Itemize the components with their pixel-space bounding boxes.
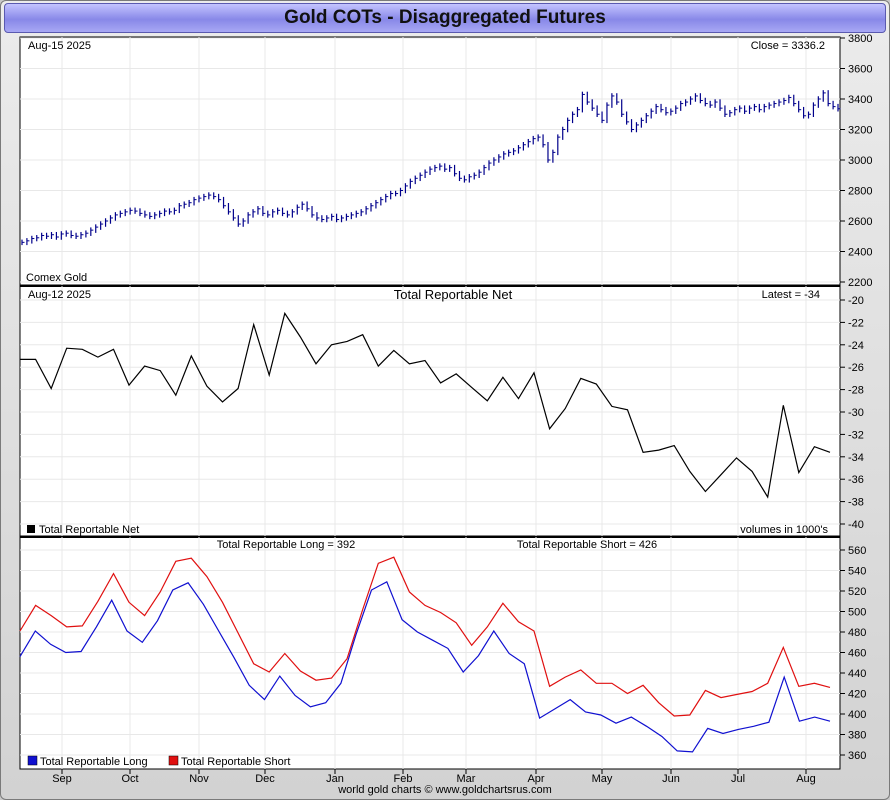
y-tick-label: -20	[848, 295, 864, 307]
y-tick-label: -26	[848, 362, 864, 374]
y-tick-label: 3200	[848, 125, 872, 137]
title-bar: Gold COTs - Disaggregated Futures	[4, 3, 886, 33]
short-legend-label: Total Reportable Short	[181, 756, 290, 768]
net-date-label: Aug-12 2025	[28, 289, 91, 301]
x-tick-label: Oct	[121, 773, 138, 785]
x-tick-label: Aug	[796, 773, 816, 785]
long-legend-swatch	[27, 755, 38, 766]
x-tick-label: Jun	[662, 773, 680, 785]
x-tick-label: Dec	[255, 773, 275, 785]
y-tick-label: 3800	[848, 33, 872, 45]
y-tick-label: 2400	[848, 247, 872, 259]
footer-credit: world gold charts © www.goldchartsrus.co…	[338, 784, 552, 796]
x-tick-label: Mar	[457, 773, 476, 785]
y-tick-label: -36	[848, 474, 864, 486]
x-tick-label: May	[592, 773, 613, 785]
y-tick-label: 420	[848, 689, 866, 701]
y-tick-label: 400	[848, 709, 866, 721]
y-tick-label: 500	[848, 607, 866, 619]
y-tick-label: -38	[848, 497, 864, 509]
y-tick-label: 380	[848, 730, 866, 742]
x-tick-label: Sep	[52, 773, 72, 785]
long-short-axis: 360 380 400 420 440 460 480 500 520 540 560	[840, 545, 866, 762]
y-tick-label: 540	[848, 566, 866, 578]
short-series-line	[19, 556, 831, 717]
x-tick-label: Nov	[189, 773, 209, 785]
y-tick-label: -32	[848, 429, 864, 441]
y-tick-label: -34	[848, 452, 864, 464]
y-tick-label: -40	[848, 519, 864, 531]
long-series-line	[19, 580, 831, 753]
short-legend-swatch	[168, 755, 179, 766]
net-gridlines	[20, 286, 840, 536]
y-tick-label: 460	[848, 648, 866, 660]
net-series-line	[20, 311, 831, 499]
short-title: Total Reportable Short = 426	[517, 539, 657, 551]
y-tick-label: 2200	[848, 277, 872, 289]
price-axis: 2200 2400 2600 2800 3000 3200 3400 3600 3800	[840, 33, 872, 289]
long-title: Total Reportable Long = 392	[217, 539, 356, 551]
price-series-label: Comex Gold	[26, 272, 87, 284]
y-tick-label: 2800	[848, 186, 872, 198]
page-title: Gold COTs - Disaggregated Futures	[284, 7, 606, 28]
x-axis: Sep Oct Nov Dec Jan Feb Mar Apr May Jun Jul Aug	[52, 769, 816, 785]
y-tick-label: 520	[848, 586, 866, 598]
y-tick-label: -28	[848, 385, 864, 397]
y-tick-label: 3400	[848, 94, 872, 106]
x-tick-label: Jan	[326, 773, 344, 785]
price-panel	[19, 36, 841, 286]
net-panel	[19, 285, 841, 537]
y-tick-label: -24	[848, 340, 864, 352]
net-axis: -40 -38 -36 -34 -32 -30 -28 -26 -24 -22 -20	[840, 295, 864, 531]
price-gridlines	[20, 37, 840, 285]
x-tick-label: Jul	[731, 773, 745, 785]
y-tick-label: -30	[848, 407, 864, 419]
net-legend-swatch	[27, 525, 35, 533]
y-tick-label: 560	[848, 545, 866, 557]
net-title: Total Reportable Net	[394, 287, 513, 302]
x-tick-label: Apr	[527, 773, 544, 785]
price-date-label: Aug-15 2025	[28, 40, 91, 52]
y-tick-label: 360	[848, 750, 866, 762]
x-tick-label: Feb	[394, 773, 413, 785]
net-legend-label: Total Reportable Net	[39, 524, 139, 536]
y-tick-label: 440	[848, 668, 866, 680]
price-close-label: Close = 3336.2	[751, 40, 825, 52]
y-tick-label: 480	[848, 627, 866, 639]
y-tick-label: 2600	[848, 216, 872, 228]
y-tick-label: 3600	[848, 64, 872, 76]
volumes-note: volumes in 1000's	[740, 524, 828, 536]
price-bars	[21, 90, 841, 246]
long-legend-label: Total Reportable Long	[40, 756, 148, 768]
net-latest-label: Latest = -34	[762, 289, 820, 301]
y-tick-label: -22	[848, 317, 864, 329]
y-tick-label: 3000	[848, 155, 872, 167]
